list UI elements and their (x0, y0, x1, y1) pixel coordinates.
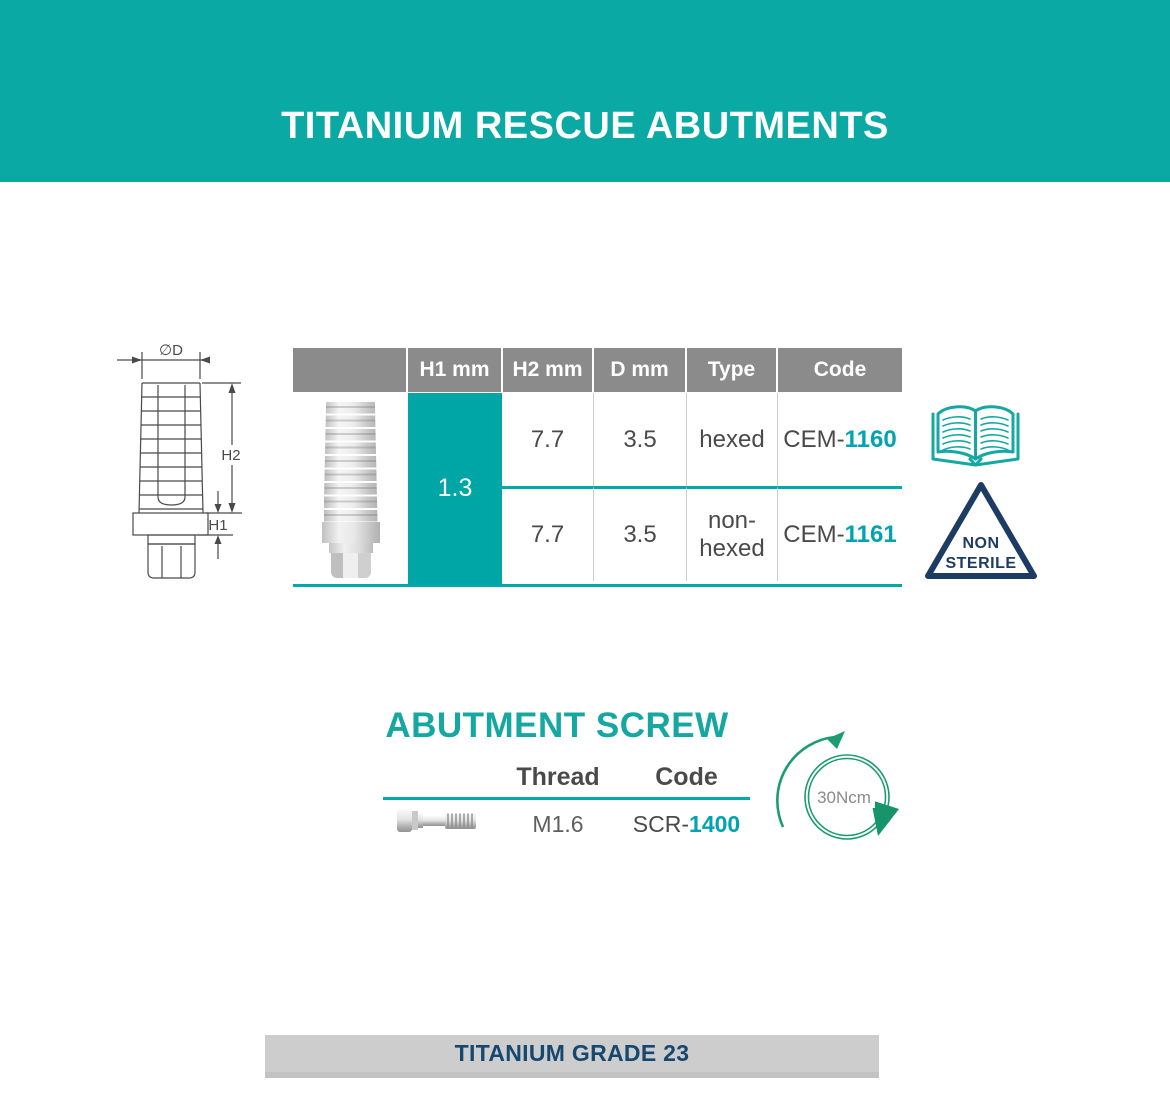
h1-value-cell: 1.3 (408, 393, 502, 584)
open-book-icon (928, 401, 1023, 476)
row1-h2: 7.7 (530, 425, 565, 453)
screw-code-header: Code (655, 763, 718, 791)
abutment-photo (321, 399, 380, 578)
product-photo-cell (293, 393, 408, 584)
header-d: D mm (594, 348, 685, 392)
screw-image-col (383, 763, 493, 797)
h2-label: H2 (221, 447, 240, 464)
abutment-dimension-diagram: ∅D H2 H1 (117, 342, 242, 579)
screw-thread-header: Thread (516, 763, 600, 791)
material-label: TITANIUM GRADE 23 (454, 1040, 690, 1066)
table-bottom-rule (293, 584, 902, 587)
h1-label: H1 (208, 517, 227, 534)
header-type: Type (687, 348, 776, 392)
screw-photo (383, 806, 493, 842)
diameter-label: ∅D (159, 342, 183, 359)
torque-value: 30Ncm (817, 788, 871, 807)
row1-type: hexed (686, 393, 777, 486)
screw-code-value: SCR-1400 (632, 810, 741, 837)
technical-drawing: ∅D H2 H1 (100, 333, 270, 596)
material-footer-bar: TITANIUM GRADE 23 (265, 1035, 879, 1078)
torque-rotation-icon: 30Ncm (775, 712, 910, 857)
non-sterile-line1: NON (962, 535, 999, 552)
page-title: TITANIUM RESCUE ABUTMENTS (281, 105, 889, 147)
table-header-row: H1 mm H2 mm D mm Type Code (293, 348, 902, 392)
screw-thread-value: M1.6 (532, 810, 584, 837)
non-sterile-line2: STERILE (945, 555, 1016, 572)
header-h1: H1 mm (408, 348, 501, 392)
row2-d: 3.5 (593, 486, 686, 581)
header-banner: TITANIUM RESCUE ABUTMENTS (0, 0, 1170, 182)
header-code: Code (778, 348, 902, 392)
screw-table-rule (383, 797, 750, 800)
row2-code: CEM-1161 (777, 486, 902, 581)
row1-code: CEM-1160 (777, 393, 902, 486)
screw-spec-table: Thread Code (383, 763, 750, 848)
row2-type: non-hexed (686, 486, 777, 581)
screw-section-title: ABUTMENT SCREW (385, 706, 729, 745)
header-h2: H2 mm (503, 348, 592, 392)
row2-h2: 7.7 (502, 486, 593, 581)
non-sterile-triangle-icon: NON STERILE (922, 478, 1040, 588)
abutment-spec-table: H1 mm H2 mm D mm Type Code 1.3 7.7 3.5 h… (293, 348, 902, 587)
row1-d: 3.5 (593, 393, 686, 486)
header-image-col (293, 348, 406, 392)
